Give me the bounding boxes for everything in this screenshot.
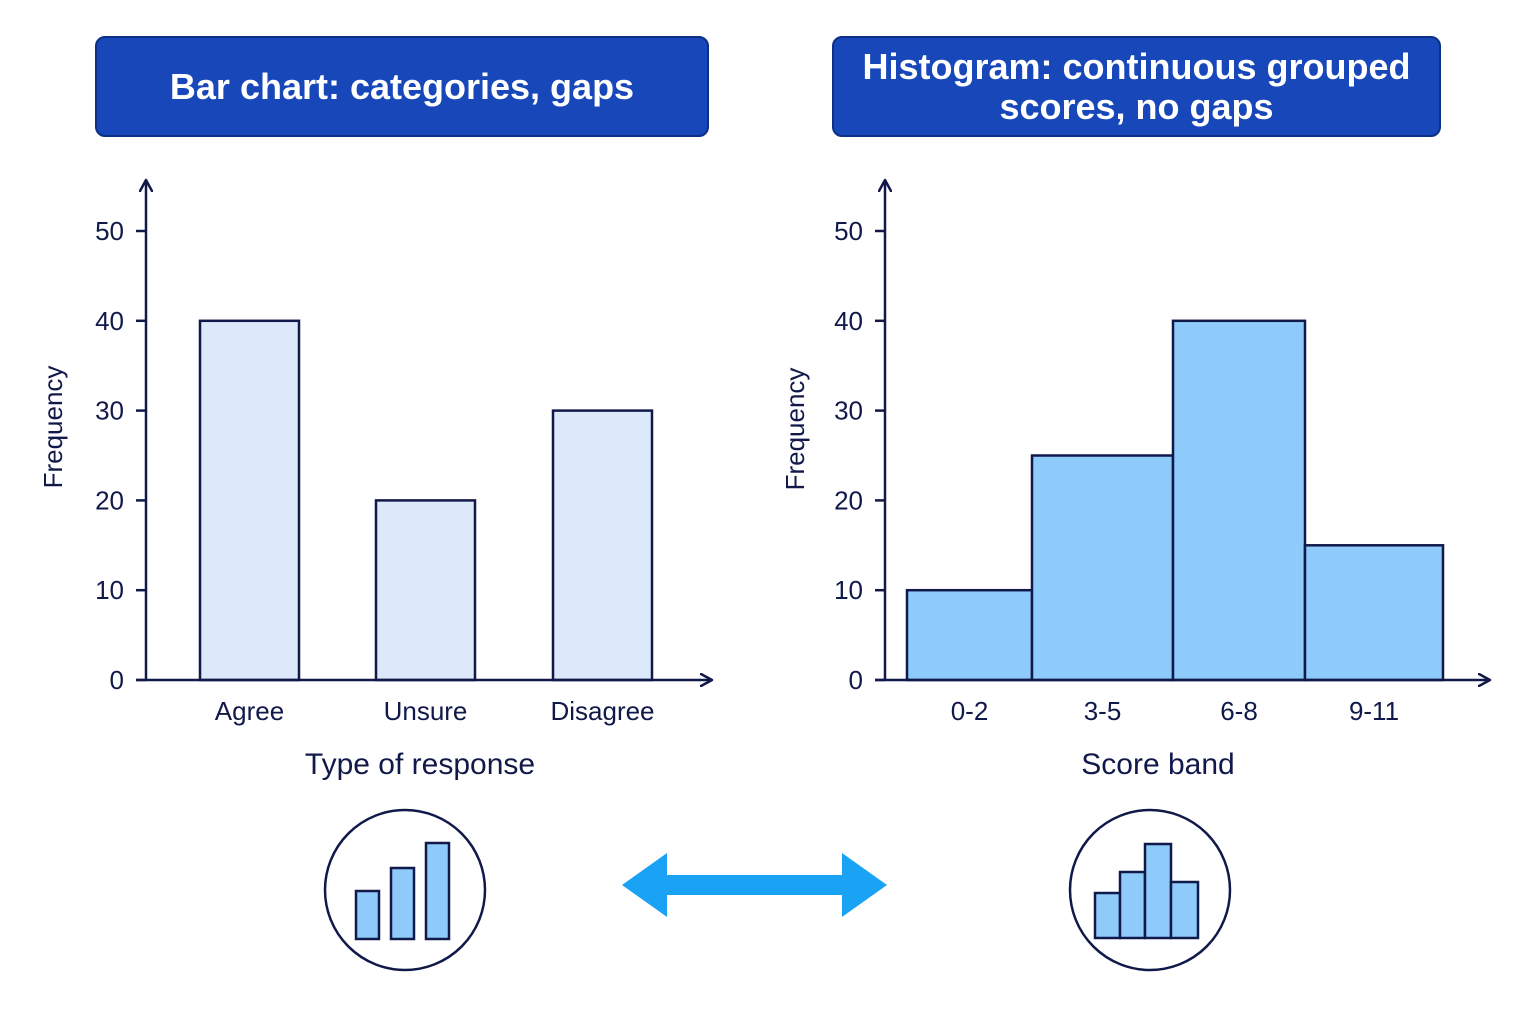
- bar-chart-icon: [323, 808, 487, 972]
- right-bar: [1171, 319, 1307, 682]
- right-category-label: 9-11: [1349, 696, 1399, 726]
- right-y-tick-label: 40: [834, 306, 863, 336]
- left-y-tick-label: 20: [95, 485, 124, 515]
- bar-chart: 0 10 20 30 40 50 Agree Unsure Disagree Frequenc…: [38, 180, 712, 781]
- histogram-title-banner: Histogram: continuous grouped scores, no…: [832, 36, 1441, 137]
- right-category-label: 3-5: [1084, 696, 1122, 726]
- right-bar: [905, 588, 1034, 682]
- right-bar: [1030, 454, 1175, 682]
- right-y-tick-label: 30: [834, 396, 863, 426]
- left-y-tick-label: 30: [95, 396, 124, 426]
- right-category-label: 6-8: [1220, 696, 1258, 726]
- bar-chart-title-banner: Bar chart: categories, gaps: [95, 36, 709, 137]
- histogram-x-axis-title: Score band: [1081, 748, 1234, 781]
- right-y-tick-label: 50: [834, 216, 863, 246]
- histogram-title: Histogram: continuous grouped scores, no…: [862, 45, 1411, 127]
- left-bar: [198, 319, 301, 682]
- right-y-tick-label: 0: [849, 665, 863, 695]
- right-bar: [1303, 544, 1445, 682]
- left-y-tick-label: 10: [95, 575, 124, 605]
- bar-chart-x-axis-title: Type of response: [305, 748, 535, 781]
- left-bar: [551, 409, 654, 682]
- right-category-label: 0-2: [951, 696, 989, 726]
- left-category-label: Unsure: [384, 696, 468, 726]
- histogram-y-axis-title: Frequency: [780, 368, 810, 491]
- left-category-label: Agree: [215, 696, 284, 726]
- histogram-chart: 0 10 20 30 40 50 0-2 3-5 6-8 9-11 Frequency Scor…: [780, 180, 1490, 781]
- histogram-icon: [1068, 808, 1232, 972]
- double-arrow-icon: [622, 853, 887, 917]
- right-y-tick-label: 20: [834, 485, 863, 515]
- left-y-tick-label: 0: [110, 665, 124, 695]
- left-y-tick-label: 40: [95, 306, 124, 336]
- left-category-label: Disagree: [550, 696, 654, 726]
- bar-chart-y-axis-title: Frequency: [38, 366, 68, 489]
- left-y-tick-label: 50: [95, 216, 124, 246]
- right-y-tick-label: 10: [834, 575, 863, 605]
- left-bar: [374, 499, 477, 682]
- bar-chart-title: Bar chart: categories, gaps: [169, 65, 635, 107]
